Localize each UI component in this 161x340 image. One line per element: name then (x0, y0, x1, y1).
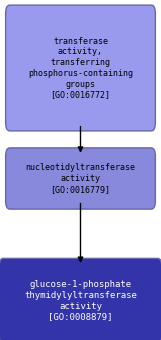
Text: transferase
activity,
transferring
phosphorus-containing
groups
[GO:0016772]: transferase activity, transferring phosp… (28, 37, 133, 99)
FancyBboxPatch shape (6, 5, 155, 131)
Text: nucleotidyltransferase
activity
[GO:0016779]: nucleotidyltransferase activity [GO:0016… (25, 163, 136, 194)
FancyBboxPatch shape (6, 148, 155, 209)
Text: glucose-1-phosphate
thymidylyltransferase
activity
[GO:0008879]: glucose-1-phosphate thymidylyltransferas… (24, 280, 137, 322)
FancyBboxPatch shape (0, 258, 161, 340)
